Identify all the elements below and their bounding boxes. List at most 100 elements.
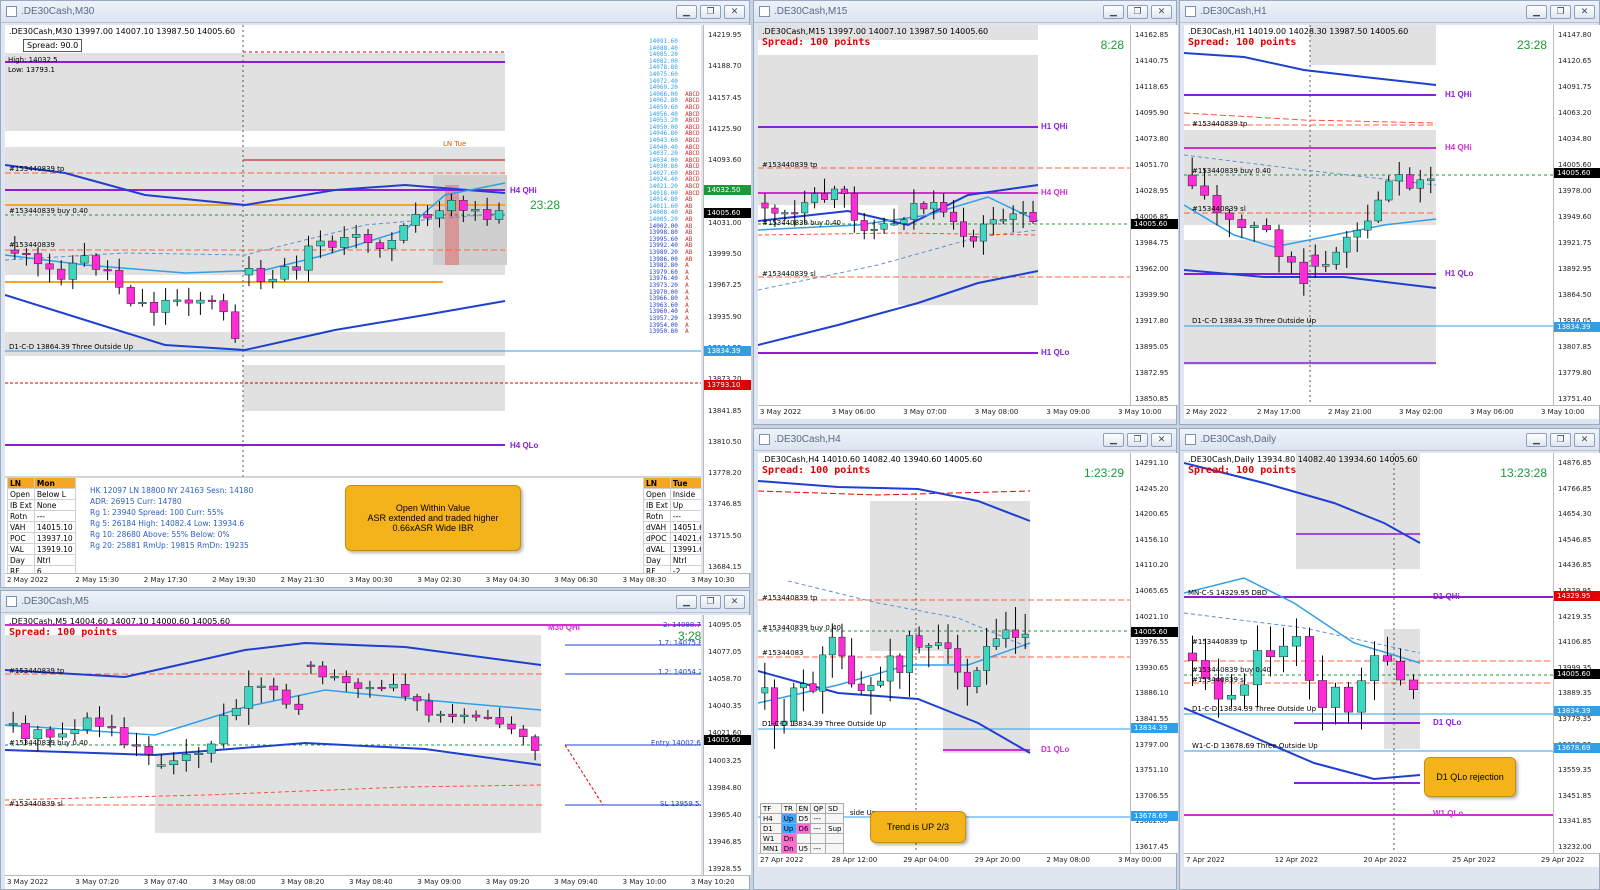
price-scale[interactable]: 14291.10 14245.20 14200.65 14156.10 14110.20… [1130,453,1178,853]
minimize-button[interactable]: ▁ [1103,433,1124,447]
price-tick: 13946.85 [708,837,742,846]
candle-body [1252,650,1263,686]
ohlc-header: .DE30Cash,H4 14010.60 14082.40 13940.60 … [762,455,983,464]
ma-line [5,784,542,801]
restore-button[interactable]: ❐ [700,595,721,609]
price-tick: 14073.80 [1135,135,1169,143]
time-scale[interactable]: 3 May 2022 3 May 07:20 3 May 07:40 3 May 08… [5,875,749,889]
trade-note-callout: Open Within Value ASR extended and traded… [345,485,521,551]
price-tick: 13715.50 [708,531,742,540]
candle-body [507,723,516,730]
trend-cell: --- [810,813,827,824]
time-scale[interactable]: 3 May 2022 3 May 06:00 3 May 07:00 3 May 08… [758,405,1176,419]
chart-window-h4[interactable]: .DE30Cash,H4 ▁ ❐ ✕ .DE30Cash,H4 14010.60… [753,428,1178,890]
chart-plot-area[interactable]: .DE30Cash,M15 13997.00 14007.10 13987.50… [758,25,1130,405]
w1-pattern-label: side Up [850,809,877,817]
time-scale[interactable]: 2 May 2022 2 May 15:30 2 May 17:30 2 May 19… [5,573,749,587]
minimize-button[interactable]: ▁ [676,595,697,609]
callout-line: 0.66xASR Wide IBR [392,523,474,533]
chart-plot-area[interactable]: .DE30Cash,H4 14010.60 14082.40 13940.60 … [758,453,1130,853]
candle-body [1343,686,1354,713]
price-tick: 13873.20 [708,375,741,383]
chart-plot-area[interactable]: .DE30Cash,M30 13997.00 14007.10 13987.50… [5,25,701,573]
lower-band [5,294,506,352]
chart-plot-area[interactable]: .DE30Cash,Daily 13934.80 14082.40 13934.… [1184,453,1553,853]
table-cell: dVAL [643,543,671,555]
minimize-button[interactable]: ▁ [1526,5,1547,19]
chart-plot-area[interactable]: .DE30Cash,H1 14019.00 14028.30 13987.50 … [1184,25,1553,405]
close-button[interactable]: ✕ [1151,433,1172,447]
table-cell: Ntrl [669,554,701,566]
minimize-button[interactable]: ▁ [1526,433,1547,447]
close-button[interactable]: ✕ [1574,433,1595,447]
window-titlebar[interactable]: .DE30Cash,H1 ▁ ❐ ✕ [1180,1,1599,23]
price-marker: 14005.60 [704,208,751,218]
close-button[interactable]: ✕ [1574,5,1595,19]
time-tick: 3 May 07:40 [143,878,188,886]
candle-body [821,193,829,200]
candle-body [144,745,154,755]
time-tick: 2 May 08:00 [1046,856,1090,864]
price-marker: 14329.95 [1554,591,1600,601]
table-cell: --- [669,510,701,522]
restore-button[interactable]: ❐ [1550,5,1571,19]
value-zone [758,25,1038,40]
price-tick: 14157.45 [708,93,742,102]
time-tick: 3 May 04:30 [485,576,530,584]
price-scale[interactable]: 14219.95 14188.70 14157.45 14125.90 14093.60… [703,25,751,573]
time-scale[interactable]: 7 Apr 2022 12 Apr 2022 20 Apr 2022 25 Apr 2… [1184,853,1599,867]
time-tick: 3 May 09:40 [554,878,598,886]
chart-window-h1[interactable]: .DE30Cash,H1 ▁ ❐ ✕ .DE30Cash,H1 14019.00… [1179,0,1600,425]
candle-body [1304,636,1315,681]
price-tick: 13921.75 [1558,239,1592,247]
restore-button[interactable]: ❐ [700,5,721,19]
time-scale[interactable]: 27 Apr 2022 28 Apr 12:00 29 Apr 04:00 29 Ap… [758,853,1176,867]
chart-window-m30[interactable]: .DE30Cash,M30 ▁ ❐ ✕ .DE30Cash,M30 13997.… [0,0,751,588]
window-titlebar[interactable]: .DE30Cash,M5 ▁ ❐ ✕ [1,591,749,613]
table-header-cell: LN [7,477,35,489]
restore-button[interactable]: ❐ [1550,433,1571,447]
price-scale[interactable]: 14876.85 14766.85 14654.30 14546.85 14436.85… [1553,453,1600,853]
spread-label: Spread: 100 points [1188,37,1297,48]
window-titlebar[interactable]: .DE30Cash,Daily ▁ ❐ ✕ [1180,429,1599,451]
price-scale[interactable]: 14147.80 14120.65 14091.75 14063.20 14034.80… [1553,25,1600,405]
stat-line: Rg 10: 28680 Above: 55% Below: 0% [90,530,230,539]
candle-body [483,716,493,719]
time-tick: 3 May 10:00 [1118,408,1162,416]
chart-window-daily[interactable]: .DE30Cash,Daily ▁ ❐ ✕ .DE30Cash,Daily 13… [1179,428,1600,890]
table-cell: None [33,499,76,511]
restore-button[interactable]: ❐ [1127,433,1148,447]
chart-window-m15[interactable]: .DE30Cash,M15 ▁ ❐ ✕ .DE30Cash,M15 13997.… [753,0,1178,425]
candle-timer: 13:23:28 [1500,466,1547,480]
price-tick: 14095.90 [1135,109,1169,117]
price-scale[interactable]: 14162.85 14140.75 14118.65 14095.90 14073.80… [1130,25,1178,405]
restore-button[interactable]: ❐ [1127,5,1148,19]
close-button[interactable]: ✕ [724,595,745,609]
close-button[interactable]: ✕ [724,5,745,19]
chart-window-m5[interactable]: .DE30Cash,M5 ▁ ❐ ✕ .DE30Cash,M5 14004.60… [0,590,751,890]
candle-body [401,684,410,697]
chart-plot-area[interactable]: .DE30Cash,M5 14004.60 14007.10 14000.60 … [5,615,701,875]
close-button[interactable]: ✕ [1151,5,1172,19]
window-titlebar[interactable]: .DE30Cash,M30 ▁ ❐ ✕ [1,1,749,23]
time-tick: 3 May 02:00 [1399,408,1443,416]
price-tick: 13939.90 [1135,291,1169,299]
trend-cell: --- [810,823,827,834]
minimize-button[interactable]: ▁ [1103,5,1124,19]
table-row: VAL 13919.10 [7,543,76,555]
projection-line [564,744,604,806]
candle-body [771,207,779,214]
table-cell: 14021.60 [669,532,701,544]
price-scale[interactable]: 14095.05 14077.05 14058.70 14040.35 14021.60… [703,615,751,875]
time-scale[interactable]: 2 May 2022 2 May 17:00 2 May 21:00 3 May 02… [1184,405,1599,419]
price-tick: 14120.65 [1558,57,1592,65]
price-tick: 14031.00 [708,218,742,227]
candle-body [989,219,997,225]
price-tick: 13978.00 [1558,187,1592,195]
candle-body [925,645,933,648]
time-tick: 3 May 00:30 [349,576,393,584]
window-titlebar[interactable]: .DE30Cash,H4 ▁ ❐ ✕ [754,429,1176,451]
minimize-button[interactable]: ▁ [676,5,697,19]
window-titlebar[interactable]: .DE30Cash,M15 ▁ ❐ ✕ [754,1,1176,23]
candle-body [377,687,386,690]
